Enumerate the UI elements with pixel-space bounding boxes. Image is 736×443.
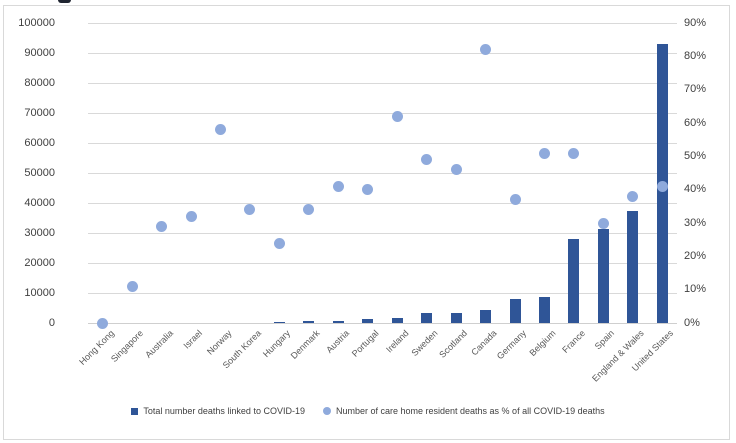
gridline [88, 23, 677, 24]
dot-singapore [126, 280, 138, 292]
dot-united-states [656, 180, 668, 192]
gridline [88, 173, 677, 174]
gridline [88, 323, 677, 324]
gridline [88, 83, 677, 84]
dot-south-korea [244, 204, 256, 216]
dot-australia [156, 220, 168, 232]
bar-france [568, 239, 580, 323]
gridline [88, 263, 677, 264]
bar-belgium [538, 296, 550, 323]
bar-ireland [391, 318, 403, 323]
dot-belgium [538, 147, 550, 159]
left-axis-tick: 100000 [18, 16, 55, 29]
legend-item-carehome-percent: Number of care home resident deaths as %… [322, 406, 605, 416]
scatter-series-marker-icon [322, 407, 331, 415]
gridline [88, 233, 677, 234]
legend-label-total-deaths: Total number deaths linked to COVID-19 [143, 406, 305, 416]
bar-series-marker-icon [131, 407, 139, 415]
gridline [88, 53, 677, 54]
left-axis-tick: 80000 [24, 76, 55, 89]
chart-border [3, 5, 730, 440]
left-axis-tick: 30000 [24, 226, 55, 239]
dot-spain [597, 217, 609, 229]
chart-legend: Total number deaths linked to COVID-19 N… [0, 406, 736, 416]
left-axis-tick: 10000 [24, 286, 55, 299]
right-axis-tick: 0% [684, 316, 700, 329]
bar-austria [332, 321, 344, 323]
right-axis-tick: 50% [684, 149, 707, 162]
dot-norway [215, 124, 227, 136]
left-axis-tick: 50000 [24, 166, 55, 179]
gridline [88, 203, 677, 204]
dot-austria [332, 180, 344, 192]
right-axis-tick: 20% [684, 249, 707, 262]
dot-denmark [303, 204, 315, 216]
bar-hungary [273, 321, 285, 323]
gridline [88, 293, 677, 294]
bar-portugal [362, 318, 374, 323]
bar-denmark [303, 321, 315, 323]
right-axis-tick: 60% [684, 116, 707, 129]
bar-canada [480, 309, 492, 323]
cropped-title-fragment [58, 0, 71, 3]
bar-germany [509, 299, 521, 323]
bar-england-wales [627, 211, 639, 323]
dot-scotland [450, 164, 462, 176]
dot-england-wales [627, 190, 639, 202]
gridline [88, 143, 677, 144]
legend-label-carehome-percent: Number of care home resident deaths as %… [335, 406, 605, 416]
dot-hong-kong [97, 317, 109, 329]
right-axis-tick: 30% [684, 216, 707, 229]
dot-france [568, 147, 580, 159]
dot-ireland [391, 110, 403, 122]
left-axis-tick: 40000 [24, 196, 55, 209]
left-axis-tick: 90000 [24, 46, 55, 59]
right-axis-tick: 90% [684, 16, 707, 29]
dot-canada [480, 44, 492, 56]
bar-spain [597, 228, 609, 323]
left-axis-tick: 0 [48, 316, 55, 329]
right-axis-tick: 70% [684, 83, 707, 96]
left-axis-tick: 70000 [24, 106, 55, 119]
dot-portugal [362, 184, 374, 196]
bar-scotland [450, 312, 462, 323]
left-axis-tick: 20000 [24, 256, 55, 269]
right-axis-tick: 10% [684, 283, 707, 296]
right-axis-tick: 80% [684, 49, 707, 62]
left-axis-tick: 60000 [24, 136, 55, 149]
dot-germany [509, 194, 521, 206]
gridline [88, 113, 677, 114]
dot-hungary [273, 237, 285, 249]
dot-israel [185, 210, 197, 222]
dot-sweden [421, 154, 433, 166]
bar-sweden [421, 313, 433, 323]
legend-item-total-deaths: Total number deaths linked to COVID-19 [131, 406, 305, 416]
right-axis-tick: 40% [684, 183, 707, 196]
